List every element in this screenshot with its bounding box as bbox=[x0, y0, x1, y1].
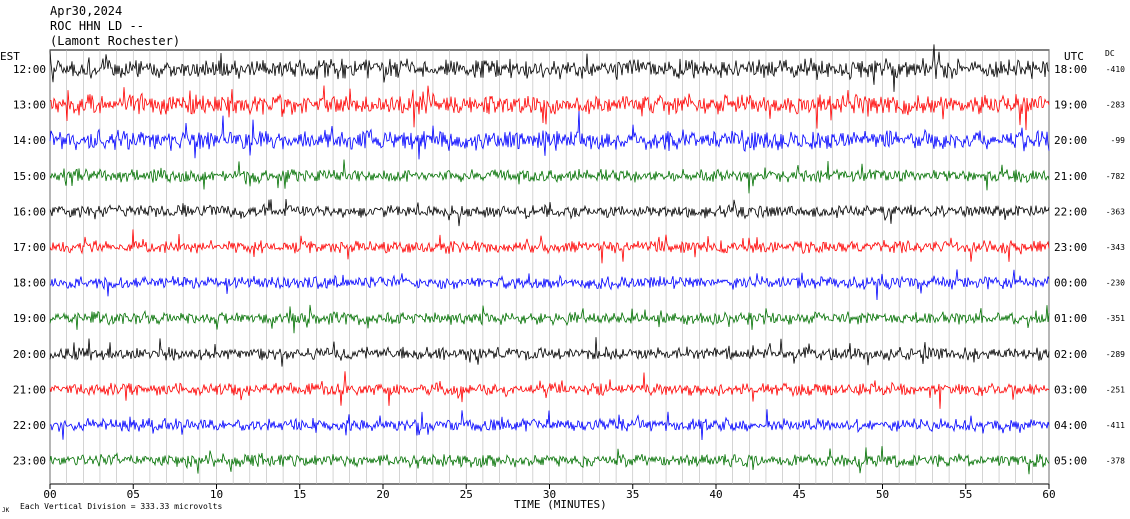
est-hour-label: 21:00 bbox=[13, 383, 46, 396]
station-location: (Lamont Rochester) bbox=[50, 34, 181, 48]
dc-offset-label: -343 bbox=[1106, 243, 1125, 252]
x-tick-label: 45 bbox=[793, 488, 806, 501]
est-hour-label: 23:00 bbox=[13, 455, 46, 468]
utc-hour-label: 02:00 bbox=[1054, 348, 1087, 361]
seismic-trace-2300 bbox=[49, 446, 1050, 475]
seismic-trace-1200 bbox=[49, 44, 1050, 92]
est-hour-label: 17:00 bbox=[13, 241, 46, 254]
dc-offset-label: -283 bbox=[1106, 101, 1125, 110]
dc-offset-label: -782 bbox=[1106, 172, 1125, 181]
seismic-trace-1400 bbox=[49, 110, 1050, 160]
x-tick-label: 30 bbox=[543, 488, 556, 501]
dc-offset-label: -411 bbox=[1106, 421, 1125, 430]
x-tick-label: 20 bbox=[376, 488, 389, 501]
footer-mark: JK bbox=[2, 507, 10, 514]
station-code: ROC HHN LD -- bbox=[50, 19, 144, 33]
utc-hour-label: 03:00 bbox=[1054, 383, 1087, 396]
x-tick-label: 25 bbox=[460, 488, 473, 501]
utc-hour-label: 18:00 bbox=[1054, 63, 1087, 76]
x-tick-label: 00 bbox=[43, 488, 56, 501]
utc-hour-label: 20:00 bbox=[1054, 134, 1087, 147]
seismic-trace-1600 bbox=[49, 198, 1050, 227]
dc-offset-label: -289 bbox=[1106, 350, 1125, 359]
est-hour-label: 18:00 bbox=[13, 277, 46, 290]
seismic-trace-2200 bbox=[49, 409, 1050, 441]
est-hour-label: 14:00 bbox=[13, 134, 46, 147]
dc-offset-label: -99 bbox=[1111, 136, 1126, 145]
dc-offset-label: -363 bbox=[1106, 207, 1125, 216]
x-tick-label: 40 bbox=[709, 488, 722, 501]
left-axis-label: EST bbox=[0, 50, 20, 63]
dc-offset-label: -378 bbox=[1106, 457, 1125, 466]
seismic-trace-2100 bbox=[49, 371, 1050, 409]
est-hour-label: 22:00 bbox=[13, 419, 46, 432]
x-tick-label: 60 bbox=[1042, 488, 1055, 501]
utc-hour-label: 22:00 bbox=[1054, 205, 1087, 218]
utc-hour-label: 01:00 bbox=[1054, 312, 1087, 325]
dc-offset-label: -351 bbox=[1106, 314, 1125, 323]
x-tick-label: 55 bbox=[959, 488, 972, 501]
est-hour-label: 20:00 bbox=[13, 348, 46, 361]
est-hour-label: 12:00 bbox=[13, 63, 46, 76]
x-axis-title: TIME (MINUTES) bbox=[514, 498, 607, 511]
est-hour-label: 19:00 bbox=[13, 312, 46, 325]
est-hour-label: 15:00 bbox=[13, 170, 46, 183]
utc-hour-label: 23:00 bbox=[1054, 241, 1087, 254]
utc-hour-label: 21:00 bbox=[1054, 170, 1087, 183]
x-tick-label: 50 bbox=[876, 488, 889, 501]
right-axis-label: UTC bbox=[1064, 50, 1084, 63]
utc-hour-label: 05:00 bbox=[1054, 455, 1087, 468]
chart-date: Apr30,2024 bbox=[50, 4, 123, 18]
seismic-trace-2000 bbox=[49, 337, 1050, 367]
seismic-trace-1800 bbox=[49, 269, 1050, 301]
dc-label: DC bbox=[1105, 49, 1115, 58]
x-tick-label: 05 bbox=[127, 488, 140, 501]
vertical-division-note: Each Vertical Division = 333.33 microvol… bbox=[20, 502, 222, 511]
dc-offset-label: -410 bbox=[1106, 65, 1125, 74]
utc-hour-label: 19:00 bbox=[1054, 99, 1087, 112]
x-tick-label: 15 bbox=[293, 488, 306, 501]
seismic-trace-1900 bbox=[49, 304, 1050, 334]
utc-hour-label: 00:00 bbox=[1054, 277, 1087, 290]
x-tick-label: 35 bbox=[626, 488, 639, 501]
seismic-trace-1700 bbox=[49, 229, 1050, 264]
seismic-trace-1500 bbox=[49, 159, 1050, 194]
est-hour-label: 16:00 bbox=[13, 205, 46, 218]
utc-hour-label: 04:00 bbox=[1054, 419, 1087, 432]
dc-offset-label: -251 bbox=[1106, 385, 1125, 394]
est-hour-label: 13:00 bbox=[13, 99, 46, 112]
axis-labels: 00 05 10 15 20 25 30 35 40 45 50 55 60 12:00 18:00 -410… bbox=[13, 63, 1125, 501]
x-tick-label: 10 bbox=[210, 488, 223, 501]
seismic-trace-1300 bbox=[50, 85, 1050, 131]
seismic-traces bbox=[49, 44, 1050, 475]
dc-offset-label: -230 bbox=[1106, 279, 1125, 288]
